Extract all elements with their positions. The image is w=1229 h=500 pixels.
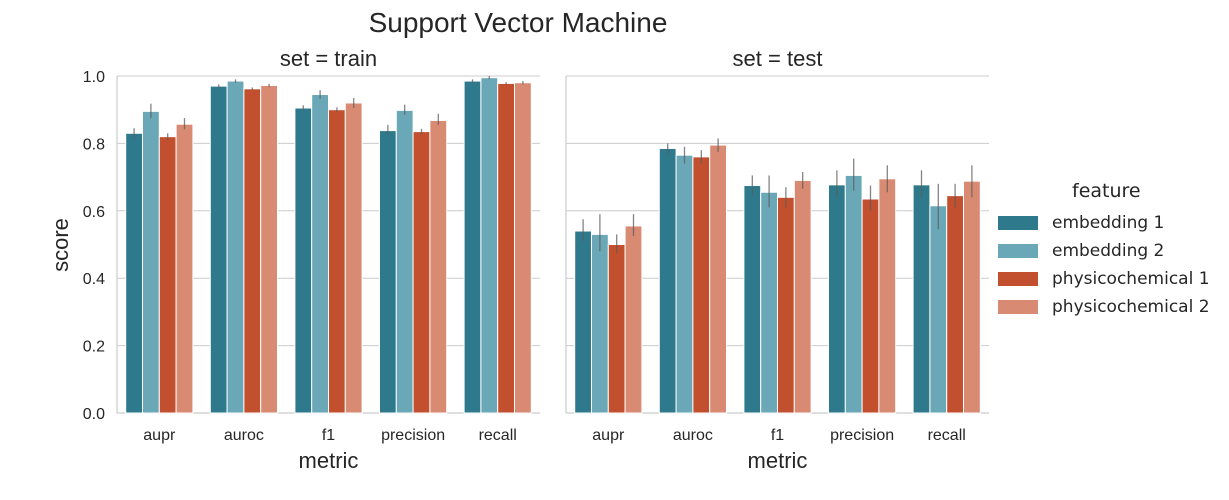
- bar: [243, 88, 262, 414]
- bar: [828, 184, 846, 414]
- bar: [878, 178, 897, 414]
- x-tick-label: recall: [479, 427, 517, 444]
- bar: [929, 205, 948, 414]
- legend-title: feature: [1072, 180, 1141, 202]
- bar: [675, 154, 694, 414]
- bar: [743, 185, 762, 414]
- bar: [946, 195, 965, 414]
- legend-label: physicochemical 2: [1052, 297, 1210, 317]
- bar: [709, 144, 728, 414]
- x-axis-label: metric: [299, 448, 359, 473]
- y-tick-label: 0.4: [83, 271, 105, 288]
- bar: [658, 147, 677, 414]
- x-tick-label: auroc: [673, 427, 713, 444]
- panel-title: set = train: [280, 46, 377, 71]
- y-tick-label: 0.2: [83, 339, 105, 356]
- legend-label: embedding 2: [1052, 241, 1165, 261]
- legend: feature embedding 1 embedding 2 physicoche…: [998, 180, 1210, 321]
- y-axis-label: score: [48, 218, 73, 272]
- bar: [260, 84, 279, 414]
- bar: [844, 174, 863, 414]
- x-tick-label: precision: [381, 427, 445, 444]
- legend-item: physicochemical 2: [998, 293, 1210, 321]
- x-tick-label: aupr: [592, 427, 625, 444]
- bar: [793, 179, 812, 414]
- bar: [480, 77, 499, 414]
- bar: [912, 184, 931, 414]
- legend-label: physicochemical 1: [1052, 269, 1210, 289]
- bar: [574, 230, 593, 414]
- bar: [591, 233, 609, 414]
- bar: [175, 123, 194, 414]
- bar: [412, 131, 431, 414]
- x-tick-label: auroc: [224, 427, 264, 444]
- bar: [158, 136, 177, 414]
- y-tick-label: 0.8: [83, 136, 105, 153]
- bar: [311, 94, 330, 414]
- bar: [463, 80, 482, 414]
- y-tick-label: 0.6: [83, 204, 105, 221]
- bar: [379, 130, 397, 414]
- chart-title: Support Vector Machine: [369, 7, 668, 38]
- x-tick-label: recall: [928, 427, 966, 444]
- x-tick-label: f1: [771, 427, 784, 444]
- legend-label: embedding 1: [1052, 213, 1165, 233]
- bar: [861, 198, 880, 414]
- bar: [497, 82, 516, 414]
- y-tick-label: 0.0: [83, 406, 105, 423]
- legend-swatch: [998, 272, 1038, 286]
- facet-panel-test: set = test metric aupr auroc f1 precision reca…: [565, 46, 989, 473]
- legend-swatch: [998, 300, 1038, 314]
- x-tick-label: f1: [322, 427, 335, 444]
- facet-panel-train: 0.0 0.2 0.4 0.6 0.8 1.0 set = train metric aupr a…: [83, 46, 540, 473]
- y-tick-label: 1.0: [83, 69, 105, 86]
- bar: [607, 244, 626, 414]
- legend-items: embedding 1 embedding 2 physicochemical 1 p…: [998, 209, 1210, 321]
- x-tick-label: precision: [830, 427, 894, 444]
- bar: [777, 196, 795, 414]
- bar: [963, 180, 981, 414]
- bar: [226, 80, 245, 414]
- bar: [760, 191, 779, 414]
- bar: [429, 119, 448, 414]
- panel-title: set = test: [733, 46, 823, 71]
- x-axis-label: metric: [748, 448, 808, 473]
- bar: [209, 85, 228, 414]
- bar: [328, 109, 346, 414]
- facet-panels: 0.0 0.2 0.4 0.6 0.8 1.0 set = train metric aupr a…: [83, 46, 989, 473]
- x-tick-label: aupr: [143, 427, 176, 444]
- legend-item: physicochemical 1: [998, 265, 1210, 293]
- legend-item: embedding 2: [998, 237, 1210, 265]
- bar: [395, 109, 414, 414]
- legend-swatch: [998, 244, 1038, 258]
- bar: [142, 110, 160, 414]
- legend-swatch: [998, 216, 1038, 230]
- bar: [344, 102, 363, 414]
- bar: [692, 156, 711, 414]
- bar: [514, 82, 532, 414]
- bar: [294, 107, 313, 414]
- legend-item: embedding 1: [998, 209, 1210, 237]
- bar: [624, 225, 643, 414]
- bar: [125, 132, 143, 414]
